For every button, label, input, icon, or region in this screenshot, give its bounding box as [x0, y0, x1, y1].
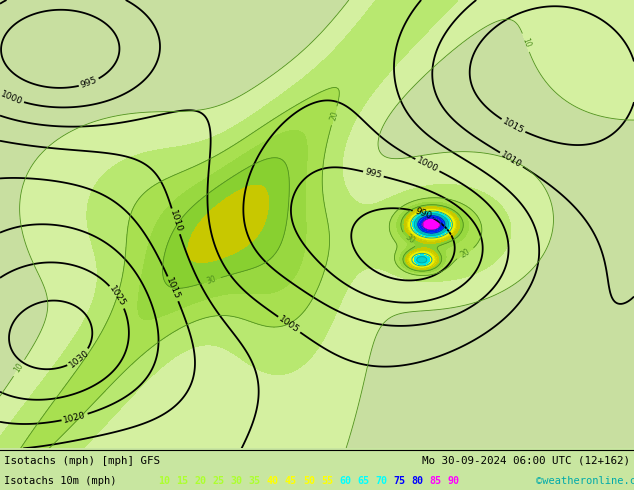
- Text: 75: 75: [394, 476, 406, 486]
- Text: 1025: 1025: [108, 285, 127, 309]
- Text: 1010: 1010: [500, 150, 524, 170]
- Text: 1015: 1015: [501, 117, 526, 135]
- Text: 80: 80: [411, 476, 424, 486]
- Text: 85: 85: [430, 476, 442, 486]
- Text: 1005: 1005: [277, 314, 301, 335]
- Text: 1015: 1015: [164, 276, 182, 301]
- Text: 10: 10: [13, 362, 25, 374]
- Text: 20: 20: [195, 476, 207, 486]
- Text: Isotachs 10m (mph): Isotachs 10m (mph): [4, 476, 116, 486]
- Text: 20: 20: [459, 247, 472, 260]
- Text: 1000: 1000: [415, 156, 439, 174]
- Text: 1030: 1030: [67, 348, 91, 369]
- Text: 50: 50: [303, 476, 315, 486]
- Text: 30: 30: [403, 233, 417, 246]
- Text: 65: 65: [358, 476, 370, 486]
- Text: 45: 45: [285, 476, 297, 486]
- Text: 35: 35: [249, 476, 261, 486]
- Text: 30: 30: [231, 476, 243, 486]
- Text: 10: 10: [520, 37, 532, 49]
- Text: 55: 55: [321, 476, 333, 486]
- Text: 1010: 1010: [168, 209, 183, 234]
- Text: ©weatheronline.co.uk: ©weatheronline.co.uk: [536, 476, 634, 486]
- Text: 70: 70: [375, 476, 387, 486]
- Text: Mo 30-09-2024 06:00 UTC (12+162): Mo 30-09-2024 06:00 UTC (12+162): [422, 456, 630, 466]
- Text: 990: 990: [413, 206, 432, 220]
- Text: 1000: 1000: [0, 89, 23, 106]
- Text: 995: 995: [364, 168, 383, 180]
- Text: 1020: 1020: [63, 410, 87, 424]
- Text: 10: 10: [158, 476, 171, 486]
- Text: 20: 20: [328, 110, 340, 122]
- Text: 40: 40: [267, 476, 279, 486]
- Text: 60: 60: [339, 476, 351, 486]
- Text: 30: 30: [205, 275, 217, 286]
- Text: Isotachs (mph) [mph] GFS: Isotachs (mph) [mph] GFS: [4, 456, 160, 466]
- Text: 25: 25: [212, 476, 224, 486]
- Text: 15: 15: [176, 476, 188, 486]
- Text: 995: 995: [79, 75, 99, 90]
- Text: 90: 90: [448, 476, 460, 486]
